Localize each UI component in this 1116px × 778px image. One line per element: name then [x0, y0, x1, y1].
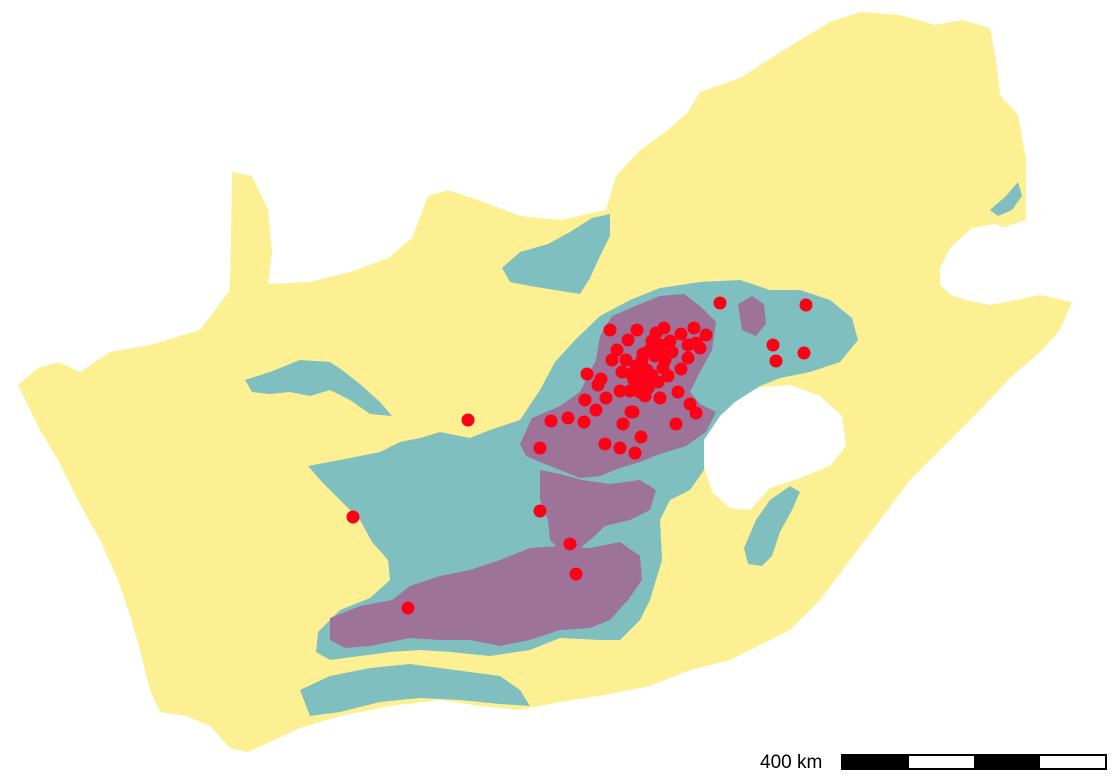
observation-point: [628, 446, 642, 460]
observation-point: [621, 333, 635, 347]
observation-point: [663, 334, 677, 348]
observation-point: [653, 391, 667, 405]
observation-point: [461, 413, 475, 427]
observation-point: [693, 341, 707, 355]
scale-label: 400 km: [760, 752, 823, 773]
lesotho-gap: [702, 385, 846, 510]
scale-segment-1: [843, 756, 909, 768]
purple-zone-east-spot: [738, 296, 766, 336]
scale-segment-3: [974, 756, 1040, 768]
observation-point: [615, 365, 629, 379]
observation-point: [766, 338, 780, 352]
teal-zone-east: [744, 486, 800, 566]
observation-point: [598, 437, 612, 451]
observation-point: [713, 296, 727, 310]
purple-zone-central: [540, 470, 656, 550]
teal-zone-west: [245, 360, 392, 416]
observation-point: [569, 567, 583, 581]
observation-point: [613, 441, 627, 455]
observation-point: [603, 323, 617, 337]
observation-point: [610, 343, 624, 357]
observation-point: [346, 510, 360, 524]
observation-point: [533, 441, 547, 455]
observation-point: [797, 346, 811, 360]
observation-point: [630, 323, 644, 337]
observation-points: [346, 296, 813, 615]
observation-point: [661, 369, 675, 383]
observation-point: [533, 504, 547, 518]
observation-point: [633, 385, 647, 399]
observation-point: [649, 326, 663, 340]
observation-point: [578, 393, 592, 407]
teal-zone-north: [502, 214, 610, 294]
observation-point: [599, 391, 613, 405]
observation-point: [674, 362, 688, 376]
observation-point: [799, 298, 813, 312]
observation-point: [561, 411, 575, 425]
scale-segment-2: [908, 756, 974, 768]
observation-point: [635, 353, 649, 367]
observation-point: [580, 367, 594, 381]
observation-point: [634, 430, 648, 444]
eswatini-gap: [940, 224, 1016, 300]
teal-zone-southwest: [300, 664, 530, 716]
observation-point: [626, 405, 640, 419]
observation-point: [687, 321, 701, 335]
observation-point: [619, 353, 633, 367]
observation-point: [627, 373, 641, 387]
scale-bar: [841, 754, 1107, 770]
observation-point: [643, 343, 657, 357]
observation-point: [769, 354, 783, 368]
observation-point: [669, 417, 683, 431]
observation-point: [591, 378, 605, 392]
observation-point: [563, 537, 577, 551]
purple-zone-south: [330, 542, 642, 648]
observation-point: [544, 414, 558, 428]
observation-point: [401, 601, 415, 615]
observation-point: [613, 384, 627, 398]
observation-point: [589, 403, 603, 417]
observation-point: [616, 417, 630, 431]
observation-point: [665, 345, 679, 359]
observation-point: [683, 397, 697, 411]
observation-point: [674, 327, 688, 341]
observation-point: [681, 351, 695, 365]
teal-zone-northeast-strip: [990, 182, 1022, 216]
observation-point: [605, 353, 619, 367]
observation-point: [699, 328, 713, 342]
observation-point: [577, 415, 591, 429]
observation-point: [671, 385, 685, 399]
scale-segment-4: [1039, 756, 1105, 768]
observation-point: [651, 375, 665, 389]
observation-point: [655, 345, 669, 359]
observation-point: [623, 384, 637, 398]
